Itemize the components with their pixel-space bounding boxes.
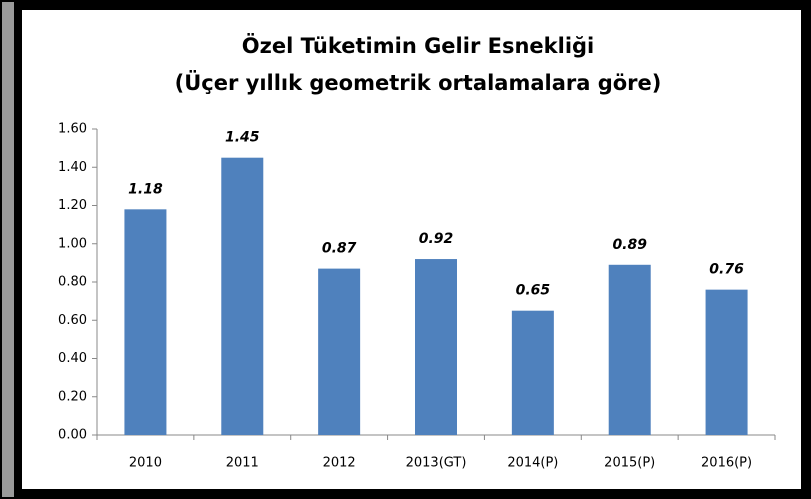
value-label: 0.65 (516, 283, 551, 299)
y-tick-label: 1.40 (58, 160, 87, 175)
x-tick-label: 2015(P) (604, 456, 655, 471)
y-tick-label: 0.80 (58, 275, 87, 290)
bar (124, 209, 167, 435)
x-tick-label: 2010 (129, 456, 162, 471)
chart-title: Özel Tüketimin Gelir Esnekliği (242, 33, 595, 58)
x-tick-label: 2016(P) (701, 456, 752, 471)
x-tick-label: 2013(GT) (406, 456, 467, 471)
value-label: 0.76 (709, 262, 744, 278)
y-tick-label: 0.40 (58, 351, 87, 366)
bar (608, 264, 651, 435)
y-tick-label: 1.20 (58, 198, 87, 213)
value-label: 0.92 (419, 231, 454, 247)
y-tick-label: 0.20 (58, 389, 87, 404)
bar (705, 289, 748, 435)
bar (221, 157, 264, 435)
y-tick-label: 1.00 (58, 236, 87, 251)
value-label: 1.18 (128, 181, 163, 197)
x-tick-label: 2011 (226, 456, 259, 471)
bar (318, 268, 361, 435)
bar (415, 259, 457, 435)
x-tick-label: 2012 (323, 456, 356, 471)
value-label: 0.87 (322, 241, 357, 257)
y-tick-label: 1.60 (58, 122, 87, 137)
x-tick-label: 2014(P) (507, 456, 558, 471)
value-label: 1.45 (225, 130, 260, 146)
y-tick-label: 0.00 (58, 428, 87, 443)
y-tick-label: 0.60 (58, 313, 87, 328)
chart-subtitle: (Üçer yıllık geometrik ortalamalara göre… (175, 70, 662, 95)
bar (511, 310, 554, 435)
side-strip (2, 2, 14, 497)
value-label: 0.89 (612, 237, 647, 253)
